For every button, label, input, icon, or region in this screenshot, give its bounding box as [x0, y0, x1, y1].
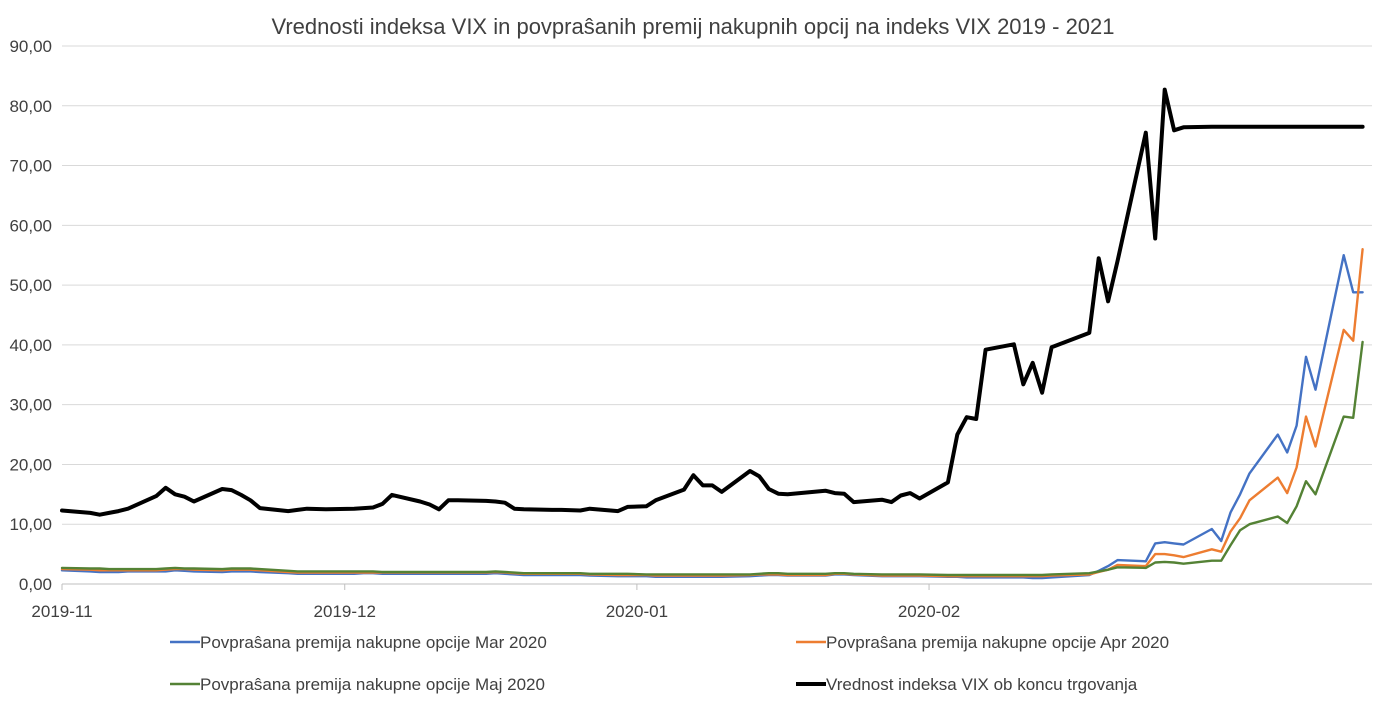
series-line-4	[60, 87, 1365, 517]
y-tick-label: 80,00	[9, 97, 52, 116]
chart-title: Vrednosti indeksa VIX in povpraŝanih pre…	[271, 14, 1114, 39]
gridlines	[62, 45, 1372, 585]
y-tick-label: 10,00	[9, 515, 52, 534]
legend-label: Povpraŝana premija nakupne opcije Apr 20…	[826, 633, 1169, 652]
y-tick-label: 40,00	[9, 336, 52, 355]
y-tick-label: 30,00	[9, 396, 52, 415]
series-lines	[60, 87, 1365, 580]
x-tick-label: 2019-12	[314, 602, 376, 621]
x-tick-label: 2020-01	[606, 602, 668, 621]
legend-label: Vrednost indeksa VIX ob koncu trgovanja	[826, 675, 1138, 694]
x-tick-label: 2020-02	[898, 602, 960, 621]
series-line-3	[60, 340, 1364, 577]
y-axis-ticks: 0,00 10,00 20,00 30,00 40,00 50,00 60,00 70,00 8…	[9, 37, 52, 594]
x-axis-ticks: 2019-11 2019-12 2020-01 2020-02	[31, 584, 960, 621]
y-tick-label: 50,00	[9, 276, 52, 295]
y-tick-label: 60,00	[9, 216, 52, 235]
y-tick-label: 90,00	[9, 37, 52, 56]
legend: Povpraŝana premija nakupne opcije Mar 20…	[170, 633, 1169, 694]
y-tick-label: 20,00	[9, 455, 52, 474]
series-line-2	[60, 247, 1364, 578]
y-tick-label: 0,00	[19, 575, 52, 594]
legend-label: Povpraŝana premija nakupne opcije Mar 20…	[200, 633, 547, 652]
series-line-1	[60, 253, 1364, 580]
legend-label: Povpraŝana premija nakupne opcije Maj 20…	[200, 675, 545, 694]
x-tick-label: 2019-11	[31, 602, 92, 621]
y-tick-label: 70,00	[9, 157, 52, 176]
